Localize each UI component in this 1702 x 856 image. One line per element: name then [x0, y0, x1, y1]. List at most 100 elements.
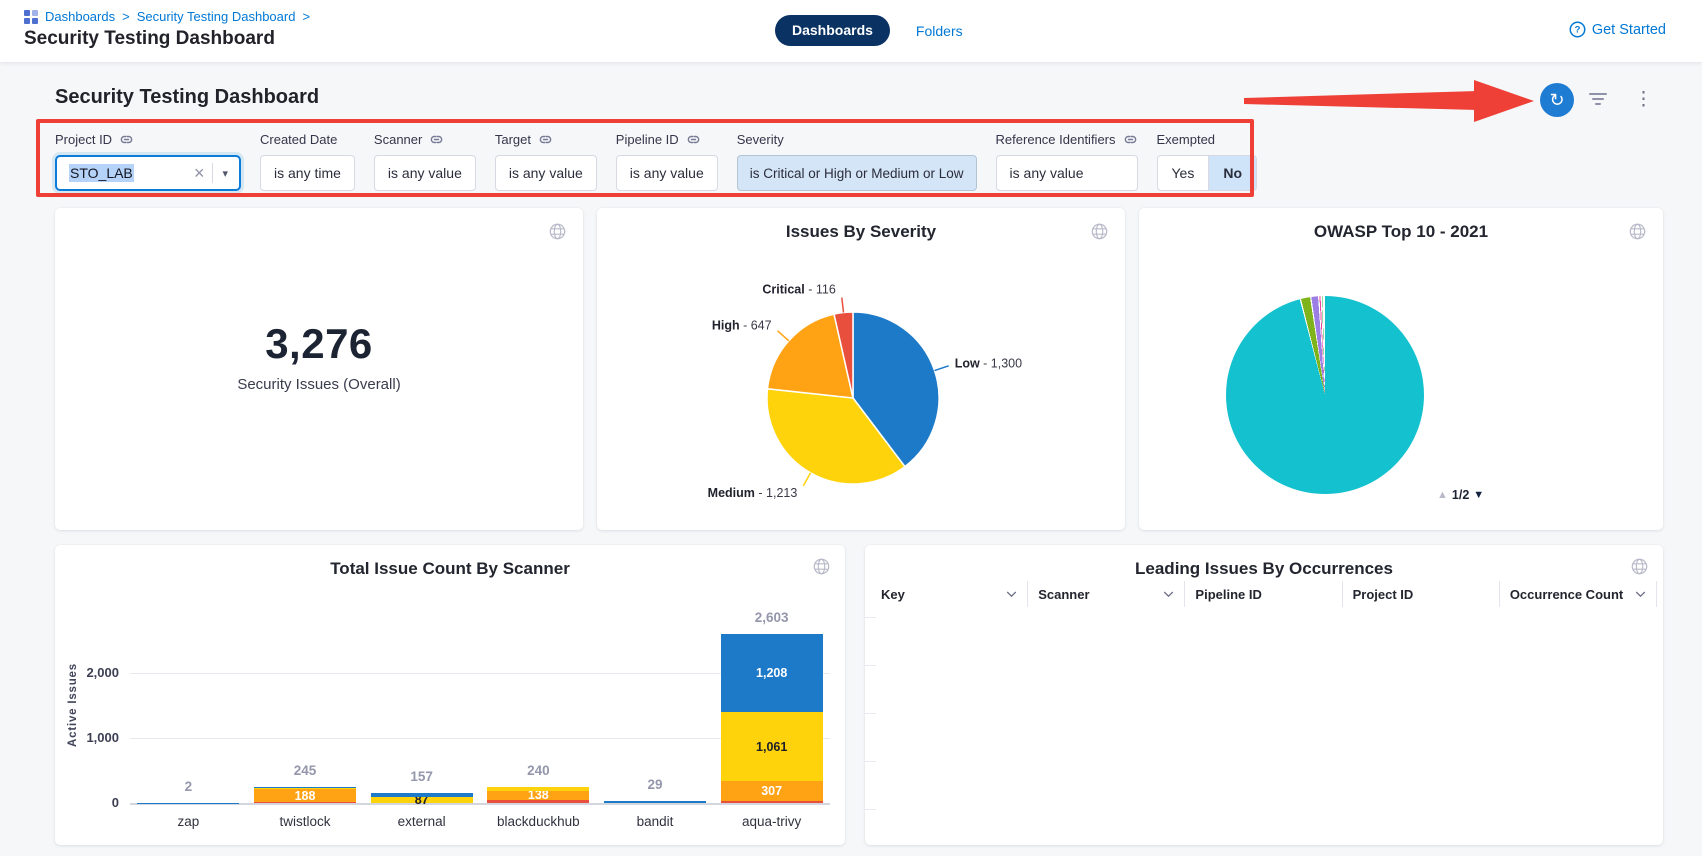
filter-project-id: Project ID STO_LAB × ▾ — [55, 132, 241, 191]
bar-segment-bandit-low[interactable] — [604, 801, 706, 803]
bar-segment-blackduckhub-medium[interactable] — [487, 787, 589, 790]
filter-target: Target is any value — [495, 132, 597, 191]
filter-label-text: Severity — [737, 132, 784, 147]
page-title: Security Testing Dashboard — [24, 28, 275, 50]
row-separator-stub — [865, 761, 876, 762]
table-header-row: Key Scanner Pipeline ID Project ID Occurrenc… — [871, 581, 1657, 607]
globe-icon[interactable] — [1628, 222, 1647, 241]
get-started-link[interactable]: ? Get Started — [1569, 21, 1666, 38]
legend-pager: ▲ 1/2 ▼ — [1437, 488, 1484, 502]
filter-severity: Severity is Critical or High or Medium or… — [737, 132, 977, 191]
get-started-label: Get Started — [1592, 22, 1666, 38]
chart-title: OWASP Top 10 - 2021 — [1139, 222, 1663, 242]
link-icon — [429, 132, 444, 147]
filter-label-exempted: Exempted — [1157, 132, 1258, 147]
filter-input-project-id[interactable]: STO_LAB × ▾ — [55, 155, 241, 191]
bar-segment-aqua-trivy-critical[interactable] — [721, 801, 823, 803]
column-header-key[interactable]: Key — [871, 581, 1028, 607]
tab-dashboards[interactable]: Dashboards — [775, 15, 890, 46]
pager-up-icon[interactable]: ▲ — [1437, 489, 1448, 501]
pie-label-line — [935, 366, 949, 371]
help-circle-icon: ? — [1569, 21, 1586, 38]
column-header-project-id[interactable]: Project ID — [1343, 581, 1500, 607]
refresh-button[interactable]: ↻ — [1540, 83, 1574, 117]
card-issue-count-by-scanner: Total Issue Count By Scanner Active Issu… — [55, 545, 845, 845]
toggle-option-yes[interactable]: Yes — [1158, 156, 1209, 190]
pager-down-icon[interactable]: ▼ — [1473, 489, 1484, 501]
filter-label-text: Target — [495, 132, 531, 147]
breadcrumb-current[interactable]: Security Testing Dashboard — [137, 9, 296, 24]
chart-title: Issues By Severity — [597, 222, 1125, 242]
chart-title: Leading Issues By Occurrences — [865, 559, 1663, 579]
bar-segment-blackduckhub-high[interactable]: 138 — [487, 791, 589, 800]
filter-label-severity: Severity — [737, 132, 977, 147]
filter-label-created-date: Created Date — [260, 132, 355, 147]
y-tick-label: 1,000 — [55, 730, 119, 745]
tab-folders[interactable]: Folders — [916, 23, 963, 39]
bar-total-zap: 2 — [118, 779, 258, 794]
filter-label-scanner: Scanner — [374, 132, 476, 147]
bar-segment-twistlock-high[interactable]: 188 — [254, 789, 356, 801]
column-header-scanner[interactable]: Scanner — [1028, 581, 1185, 607]
kebab-menu-icon[interactable]: ⋮ — [1634, 86, 1653, 114]
dashboard-page: Security Testing Dashboard ↻ ⋮ Project I… — [0, 62, 1702, 856]
globe-icon[interactable] — [1630, 557, 1649, 576]
pie-label-line — [778, 331, 789, 341]
caret-down-icon[interactable]: ▾ — [219, 167, 231, 180]
bar-segment-twistlock-medium[interactable] — [254, 788, 356, 789]
bar-segment-external-medium[interactable]: 87 — [371, 797, 473, 803]
column-label: Pipeline ID — [1195, 587, 1261, 602]
bar-segment-aqua-trivy-medium[interactable]: 1,061 — [721, 712, 823, 781]
bar-segment-external-low[interactable] — [371, 793, 473, 798]
breadcrumb: Dashboards > Security Testing Dashboard … — [24, 9, 310, 24]
selected-text: STO_LAB — [69, 164, 134, 182]
filter-value-reference-identifiers[interactable]: is any value — [996, 155, 1138, 191]
column-header-pipeline-id[interactable]: Pipeline ID — [1185, 581, 1342, 607]
filter-label-text: Exempted — [1157, 132, 1216, 147]
filter-label-target: Target — [495, 132, 597, 147]
owasp-top10-pie[interactable] — [1226, 296, 1424, 494]
sort-chevron-icon — [1006, 591, 1017, 598]
globe-icon[interactable] — [1090, 222, 1109, 241]
filter-value-target[interactable]: is any value — [495, 155, 597, 191]
dashboard-filters-icon[interactable] — [1588, 93, 1608, 108]
filter-label-text: Created Date — [260, 132, 337, 147]
card-owasp-top10: OWASP Top 10 - 2021 ▲ 1/2 ▼ — [1139, 208, 1663, 530]
bar-segment-label: 1,208 — [721, 667, 823, 680]
column-header-occurrence-count[interactable]: Occurrence Count — [1500, 581, 1657, 607]
pie-label-medium: Medium - 1,213 — [708, 486, 798, 500]
bar-segment-twistlock-low[interactable] — [254, 787, 356, 788]
bar-segment-aqua-trivy-low[interactable]: 1,208 — [721, 634, 823, 713]
dashboard-title: Security Testing Dashboard — [55, 86, 319, 109]
filter-value-severity[interactable]: is Critical or High or Medium or Low — [737, 155, 977, 191]
app-header: Dashboards > Security Testing Dashboard … — [0, 0, 1702, 62]
globe-icon[interactable] — [548, 222, 567, 241]
annotation-red-arrow — [1240, 78, 1540, 124]
scanner-bar-chart: Active Issues 01,0002,0002zap188245twist… — [55, 545, 845, 845]
column-label: Key — [881, 587, 905, 602]
issues-by-severity-pie: Low - 1,300Medium - 1,213High - 647Criti… — [597, 246, 1125, 526]
filter-value-pipeline-id[interactable]: is any value — [616, 155, 718, 191]
row-separator-stub — [865, 665, 876, 666]
filter-bar: Project ID STO_LAB × ▾ Created Date is any ti… — [55, 132, 1257, 191]
breadcrumb-dashboards[interactable]: Dashboards — [45, 9, 115, 24]
toggle-option-no[interactable]: No — [1208, 156, 1256, 190]
column-label: Scanner — [1038, 587, 1089, 602]
breadcrumb-separator: > — [122, 9, 130, 24]
breadcrumb-separator: > — [302, 9, 310, 24]
filter-label-project-id: Project ID — [55, 132, 241, 147]
pie-label-low: Low - 1,300 — [955, 356, 1022, 370]
svg-text:?: ? — [1574, 25, 1580, 36]
security-issues-label: Security Issues (Overall) — [55, 376, 583, 393]
card-security-issues-total: 3,276 Security Issues (Overall) — [55, 208, 583, 530]
pie-label-line — [842, 298, 844, 313]
clear-icon[interactable]: × — [190, 164, 209, 182]
sort-chevron-icon — [1163, 591, 1174, 598]
filter-value-created-date[interactable]: is any time — [260, 155, 355, 191]
row-separator-stub — [865, 809, 876, 810]
link-icon — [1123, 132, 1138, 147]
bar-segment-aqua-trivy-high[interactable]: 307 — [721, 781, 823, 801]
column-label: Occurrence Count — [1510, 587, 1623, 602]
filter-pipeline-id: Pipeline IDis any value — [616, 132, 718, 191]
filter-value-scanner[interactable]: is any value — [374, 155, 476, 191]
